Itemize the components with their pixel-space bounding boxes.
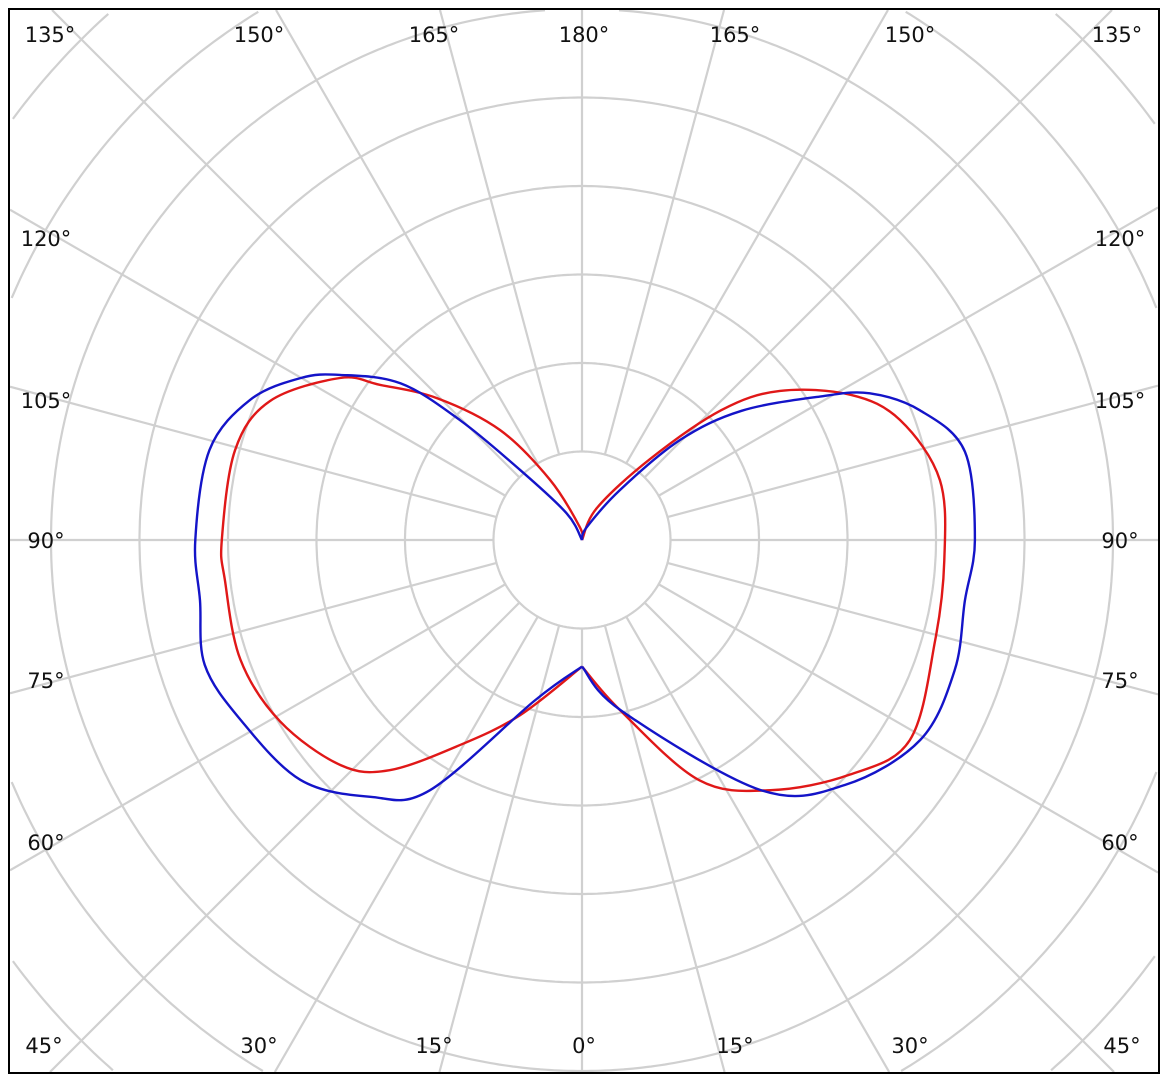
grid-spoke — [625, 10, 889, 464]
polar-chart: 135° 150° 165° 180° 165° 150° 135° 45° 30° 15° 0° 1… — [10, 10, 1158, 1072]
angle-label-right: 120° — [1095, 227, 1146, 251]
angle-label-left: 120° — [21, 227, 72, 251]
grid-spoke — [438, 625, 561, 1072]
angle-label-right: 60° — [1101, 831, 1138, 855]
angle-label-left: 90° — [27, 529, 64, 553]
angle-label-bottom: 0° — [572, 1034, 596, 1058]
angle-label-top: 180° — [559, 23, 610, 47]
grid-spoke — [273, 616, 539, 1072]
angle-label-bottom: 30° — [240, 1034, 277, 1058]
grid-spoke — [667, 561, 1158, 696]
angle-label-bottom: 15° — [716, 1034, 753, 1058]
grid-spoke — [603, 10, 726, 455]
series-0-left-curve — [219, 376, 584, 774]
angle-label-left: 105° — [21, 389, 72, 413]
grid-spoke — [658, 206, 1158, 497]
angle-label-right: 90° — [1101, 529, 1138, 553]
grid-spoke — [10, 208, 506, 497]
angle-label-left: 75° — [27, 669, 64, 693]
angle-label-top: 165° — [409, 23, 460, 47]
grid-spoke — [643, 10, 1113, 479]
grid-spoke — [51, 10, 521, 479]
angle-label-top: 165° — [710, 23, 761, 47]
grid-spoke — [658, 583, 1158, 874]
angle-label-top: 135° — [1092, 23, 1143, 47]
series-1-right-curve — [580, 391, 977, 798]
grid-spoke — [275, 10, 539, 464]
grid-spoke — [625, 616, 891, 1072]
grid-ring — [10, 10, 1158, 1072]
grid-ring — [12, 13, 1156, 1072]
grid-spoke — [667, 384, 1158, 519]
angle-label-right: 75° — [1101, 669, 1138, 693]
grid-spoke — [643, 601, 1115, 1072]
angle-label-top: 150° — [234, 23, 285, 47]
angle-label-bottom: 15° — [415, 1034, 452, 1058]
angle-label-bottom: 45° — [1103, 1034, 1140, 1058]
grid-spoke — [438, 10, 561, 455]
grid-spoke — [603, 625, 726, 1072]
polar-chart-frame: 135° 150° 165° 180° 165° 150° 135° 45° 30° 15° 0° 1… — [8, 8, 1160, 1074]
series-1-left-curve — [193, 373, 584, 802]
angle-label-bottom: 45° — [25, 1034, 62, 1058]
grid-ring — [49, 10, 1115, 1072]
grid-spoke — [10, 385, 497, 519]
angle-label-bottom: 30° — [891, 1034, 928, 1058]
series-0-right-curve — [580, 388, 947, 793]
grid-spoke — [10, 583, 506, 872]
angle-label-top: 150° — [885, 23, 936, 47]
angle-label-left: 60° — [27, 831, 64, 855]
grid-spoke — [49, 601, 521, 1072]
angle-label-right: 105° — [1095, 389, 1146, 413]
angle-label-top: 135° — [25, 23, 76, 47]
grid-spoke — [10, 561, 497, 695]
